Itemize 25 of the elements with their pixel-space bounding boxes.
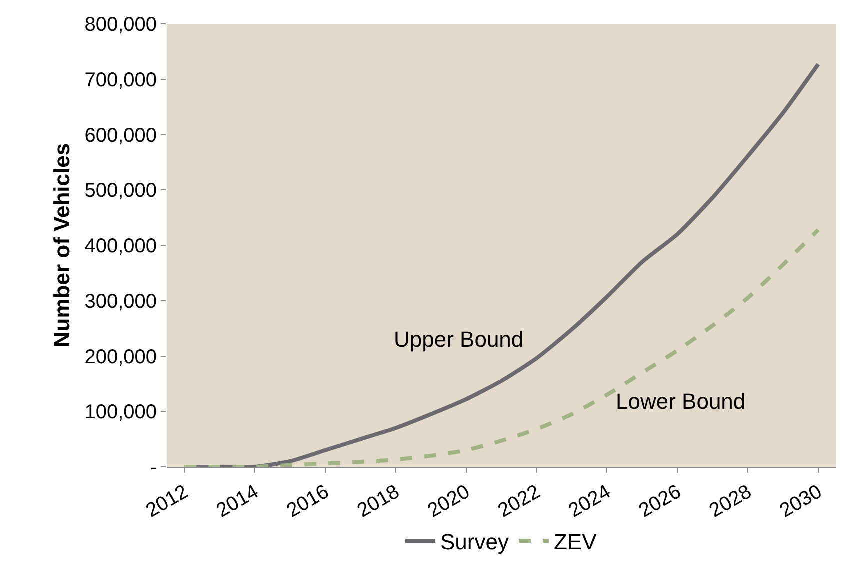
x-tick-label: 2020 [424, 480, 474, 522]
y-tick-label: 400,000 [84, 236, 157, 258]
y-tick-label: 200,000 [84, 346, 157, 368]
x-tick-label: 2026 [636, 480, 686, 522]
x-tick-label: 2018 [354, 480, 404, 522]
y-tick-label: 700,000 [84, 69, 157, 92]
legend-label: ZEV [554, 530, 598, 555]
y-axis-title: Number of Vehicles [50, 143, 75, 348]
x-tick-label: 2024 [565, 480, 615, 522]
x-tick-label: 2028 [706, 480, 756, 522]
x-tick-label: 2030 [776, 480, 826, 522]
y-tick-label: 300,000 [84, 290, 157, 313]
y-tick-label: 600,000 [84, 124, 157, 147]
y-tick-label: - [150, 457, 157, 479]
legend-label: Survey [440, 530, 509, 555]
x-tick-label: 2016 [283, 480, 333, 522]
annotation: Lower Bound [616, 389, 746, 414]
line-series [182, 228, 820, 467]
x-tick-label: 2014 [212, 480, 263, 522]
annotation: Upper Bound [394, 327, 524, 352]
x-tick-label: 2022 [494, 480, 544, 522]
y-tick-label: 800,000 [84, 14, 157, 36]
y-tick-label: 500,000 [84, 180, 157, 202]
x-tick-label: 2012 [142, 480, 192, 522]
y-tick-label: 100,000 [84, 402, 157, 424]
